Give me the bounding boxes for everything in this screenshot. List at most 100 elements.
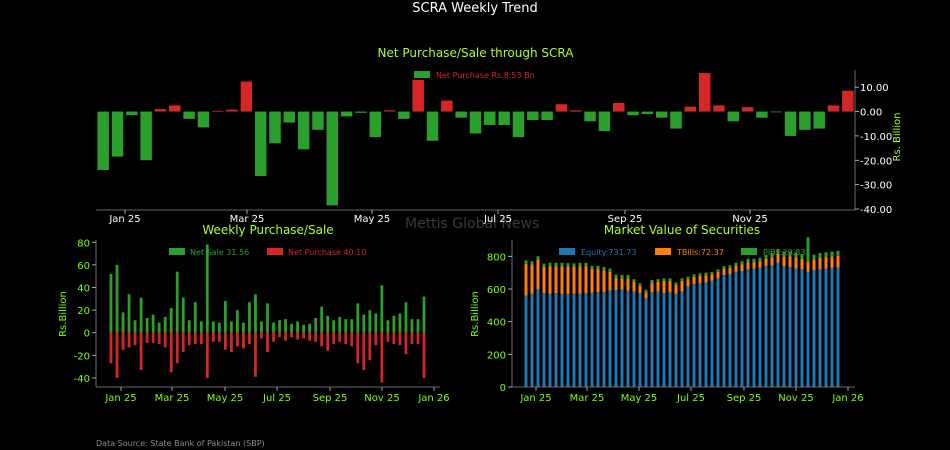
chart2-bar-purchase [362,332,366,371]
chart1-bar [226,109,238,112]
chart2-bar-purchase [199,332,203,345]
chart3-bar-pibs [680,278,684,281]
chart2-bar-sale [410,319,414,333]
watermark: Mettis Global News [405,216,540,232]
chart1-bar [426,111,439,141]
chart3-bar-equity [584,293,588,387]
chart3-bar-equity [782,266,786,387]
chart1-bar [326,111,339,206]
chart2-bar-purchase [187,332,191,346]
chart1-bar [355,111,367,113]
chart3-bar-pibs [764,254,768,259]
chart2-bar-sale [338,316,342,333]
chart1-x-tick-label: Nov 25 [732,214,767,225]
chart2-bar-purchase [338,332,342,342]
chart3-bar-equity [788,266,792,387]
chart3-bar-tbills [524,263,528,296]
chart3-bar-equity [752,268,756,387]
chart1-bar [312,111,324,130]
chart3-bar-equity [620,289,624,387]
chart2-legend-label-purchase: Net Purchase 40.10 [288,248,366,257]
chart1-bar [283,111,296,123]
chart3-legend-swatch [559,248,575,255]
chart3-bar-pibs [788,251,792,257]
chart2-y-tick-label: 0 [84,329,90,340]
chart2-bar-purchase [398,332,402,346]
chart3-bar-pibs [710,271,714,275]
chart3-bar-equity [608,290,612,387]
chart3-bar-tbills [602,270,606,293]
chart2-bar-sale [404,302,408,333]
chart2-bar-purchase [350,332,354,347]
chart1-bar [154,109,167,112]
chart3-bar-tbills [566,266,570,295]
chart3-bar-equity [746,269,750,387]
chart1-bar [770,111,782,113]
chart1-bar [584,111,596,122]
chart2-bar-sale [392,315,396,333]
chart3-bar-equity [704,282,708,387]
chart3-bar-pibs [728,265,732,268]
chart1-x-tick-label: Mar 25 [230,214,265,225]
chart3-bar-tbills [542,266,546,294]
chart1-bar [340,111,353,117]
chart3-bar-pibs [734,262,738,266]
chart3-bar-pibs [668,278,672,281]
chart2-y-tick-label: -40 [74,374,90,385]
chart1-title: Net Purchase/Sale through SCRA [378,46,575,60]
chart2-bar-purchase [332,332,336,345]
chart3-bar-equity [686,286,690,387]
chart2-bar-purchase [181,332,185,352]
data-source: Data Source: State Bank of Pakistan (SBP… [96,439,265,448]
chart3-bar-pibs [740,261,744,265]
chart3-bar-equity [644,297,648,387]
chart3-bar-tbills [686,279,690,287]
chart3-bar-tbills [830,256,834,268]
chart2-x-tick-label: Jul 25 [262,393,291,404]
chart3-bar-equity [740,271,744,387]
chart1-bar [842,90,854,112]
chart3-bar-pibs [530,261,534,265]
chart1-bar [813,111,825,129]
chart2-bar-purchase [284,332,287,341]
chart2-bar-purchase [248,332,251,345]
chart2-bar-purchase [109,332,113,364]
chart1-bar [627,111,639,116]
chart2-bar-sale [217,322,221,333]
chart3-bar-tbills [662,280,666,294]
chart3-bar-tbills [824,257,828,269]
chart2-bar-sale [163,316,167,333]
chart3-bar-pibs [596,265,600,270]
chart3-bar-equity [692,284,696,387]
chart3-bar-tbills [680,280,684,292]
chart3-bar-equity [632,291,636,387]
chart3-bar-pibs [608,268,612,272]
chart3-bar-pibs [794,252,798,258]
chart3-bar-pibs [698,273,702,276]
chart2-bar-purchase [314,332,318,342]
chart1-bar [670,111,682,129]
chart3-bar-tbills [812,259,816,271]
chart2-bar-purchase [326,332,330,351]
chart1-bar [484,111,496,125]
chart3-bar-pibs [578,262,582,267]
chart3-bar-equity [542,293,546,387]
chart3-y-tick-label: 800 [487,252,506,263]
chart3-bar-tbills [674,284,678,294]
chart3-x-tick-label: Nov 25 [778,393,813,404]
chart3-x-tick-label: Jan 25 [519,393,551,404]
chart1-y-tick-label: -40.00 [860,205,892,216]
chart1-bar [827,105,840,112]
chart1-bar [570,110,582,112]
chart3-y-tick-label: 0 [500,383,506,394]
chart3-bar-pibs [626,275,630,279]
chart3-bar-pibs [722,266,726,269]
chart3-bar-tbills [560,266,564,294]
chart2-bar-sale [236,310,239,333]
chart3-bar-equity [758,267,762,387]
chart3-bar-pibs [662,278,666,281]
chart2-x-tick-label: Jan 25 [104,393,136,404]
chart3-bar-equity [812,270,816,387]
chart2-bar-sale [187,320,191,333]
chart1-bar [441,100,453,112]
